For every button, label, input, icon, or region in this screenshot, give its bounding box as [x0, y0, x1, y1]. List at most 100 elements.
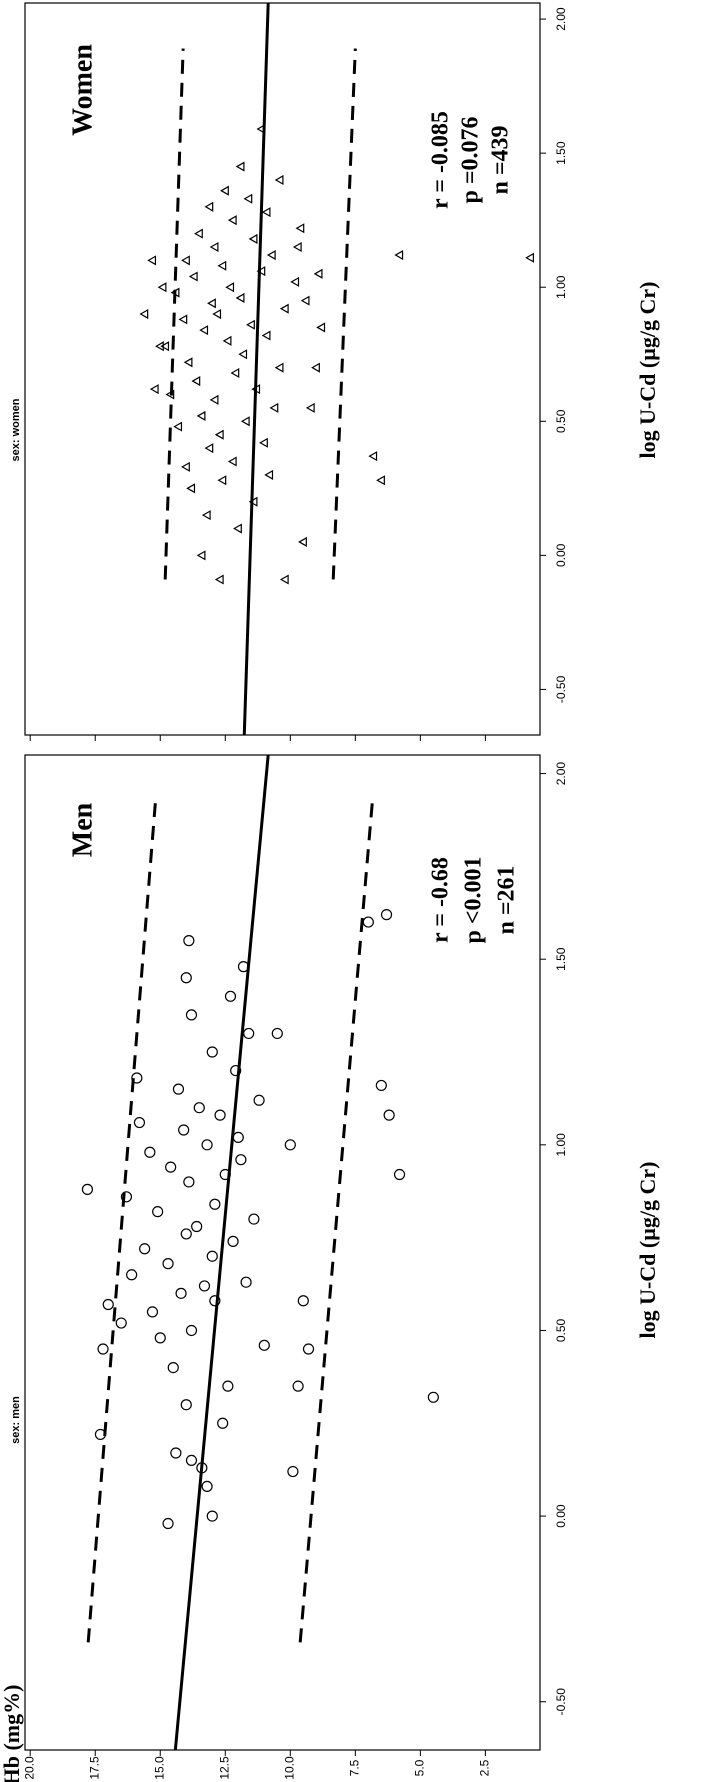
point	[232, 1131, 244, 1144]
point	[97, 1343, 109, 1355]
point	[196, 550, 206, 561]
point	[196, 1462, 208, 1474]
point	[362, 916, 374, 928]
point	[248, 1213, 260, 1225]
point	[240, 416, 250, 427]
point	[155, 341, 164, 352]
point	[266, 250, 276, 261]
point	[165, 1161, 177, 1173]
point	[261, 330, 271, 341]
point	[305, 402, 315, 413]
y-tick-label: 12.5	[217, 1756, 231, 1780]
point	[243, 193, 253, 204]
x-tick-label: 1.00	[554, 1133, 568, 1157]
point	[227, 215, 237, 226]
fit-line	[173, 754, 270, 1751]
point	[248, 233, 258, 244]
plot-frame	[24, 754, 541, 1751]
point	[237, 961, 250, 973]
stat-annotation: r = -0.68	[428, 857, 454, 943]
point	[238, 349, 248, 360]
point	[170, 287, 180, 298]
point	[313, 268, 323, 279]
y-tick-label: 20.0	[22, 1756, 36, 1780]
point	[287, 1465, 299, 1478]
point	[102, 1298, 114, 1311]
point	[292, 1380, 304, 1392]
point	[214, 574, 224, 585]
point	[279, 303, 289, 314]
y-tick-label: 10.0	[282, 1756, 296, 1780]
point	[394, 250, 404, 261]
point	[201, 1139, 213, 1151]
x-tick-label: 2.00	[554, 762, 568, 786]
point	[183, 1176, 195, 1188]
point	[393, 1168, 406, 1181]
point	[185, 1009, 198, 1021]
point	[235, 1154, 247, 1166]
stat-annotation: p =0.076	[458, 116, 484, 203]
interval-line	[331, 48, 357, 580]
point	[227, 456, 237, 467]
point	[259, 437, 268, 448]
point	[383, 1109, 395, 1121]
point	[206, 1046, 218, 1058]
point	[274, 174, 284, 186]
stat-annotation: n =439	[488, 125, 514, 194]
x-tick-label: 2.00	[554, 7, 568, 31]
point	[311, 362, 320, 373]
point	[144, 1146, 156, 1158]
point	[261, 207, 271, 218]
point	[227, 1235, 239, 1247]
point	[235, 161, 245, 172]
point	[175, 1287, 187, 1299]
point	[235, 292, 245, 303]
point	[297, 1295, 309, 1307]
point	[206, 1250, 218, 1262]
point	[258, 1339, 270, 1351]
point	[217, 1417, 229, 1429]
point	[185, 1454, 198, 1467]
point	[269, 402, 279, 413]
point	[204, 443, 214, 454]
x-tick-label: 0.00	[554, 1504, 568, 1528]
point	[154, 1332, 166, 1344]
point	[191, 376, 201, 387]
point	[222, 335, 232, 346]
point	[525, 252, 534, 263]
point	[204, 201, 214, 212]
point	[180, 1228, 192, 1240]
point	[191, 1220, 203, 1233]
point	[209, 1198, 221, 1210]
x-tick-label: 1.50	[554, 141, 568, 165]
point	[152, 1206, 164, 1218]
y-axis-label: Hb (mg%)	[0, 1685, 24, 1782]
point	[149, 384, 159, 395]
point	[167, 1361, 179, 1374]
x-tick-label: 1.50	[554, 947, 568, 971]
point	[243, 1027, 255, 1040]
point	[178, 1124, 190, 1136]
point	[162, 1517, 174, 1530]
x-axis-label: log U-Cd (µg/g Cr)	[635, 1161, 660, 1338]
point	[186, 483, 196, 494]
point	[233, 523, 242, 534]
point	[230, 367, 240, 379]
point	[178, 314, 188, 325]
point	[212, 308, 222, 320]
point	[196, 410, 206, 421]
point	[120, 1191, 133, 1203]
point	[185, 1324, 198, 1337]
fit-line	[242, 2, 270, 736]
point	[198, 1280, 211, 1292]
y-tick-label: 17.5	[87, 1756, 101, 1780]
point	[290, 276, 300, 287]
stat-annotation: r = -0.085	[428, 111, 454, 209]
point	[380, 909, 393, 921]
point	[225, 282, 235, 293]
x-tick-label: 0.50	[554, 1318, 568, 1342]
interval-line	[298, 803, 374, 1643]
stat-annotation: n =261	[494, 865, 520, 934]
point	[206, 1510, 218, 1522]
